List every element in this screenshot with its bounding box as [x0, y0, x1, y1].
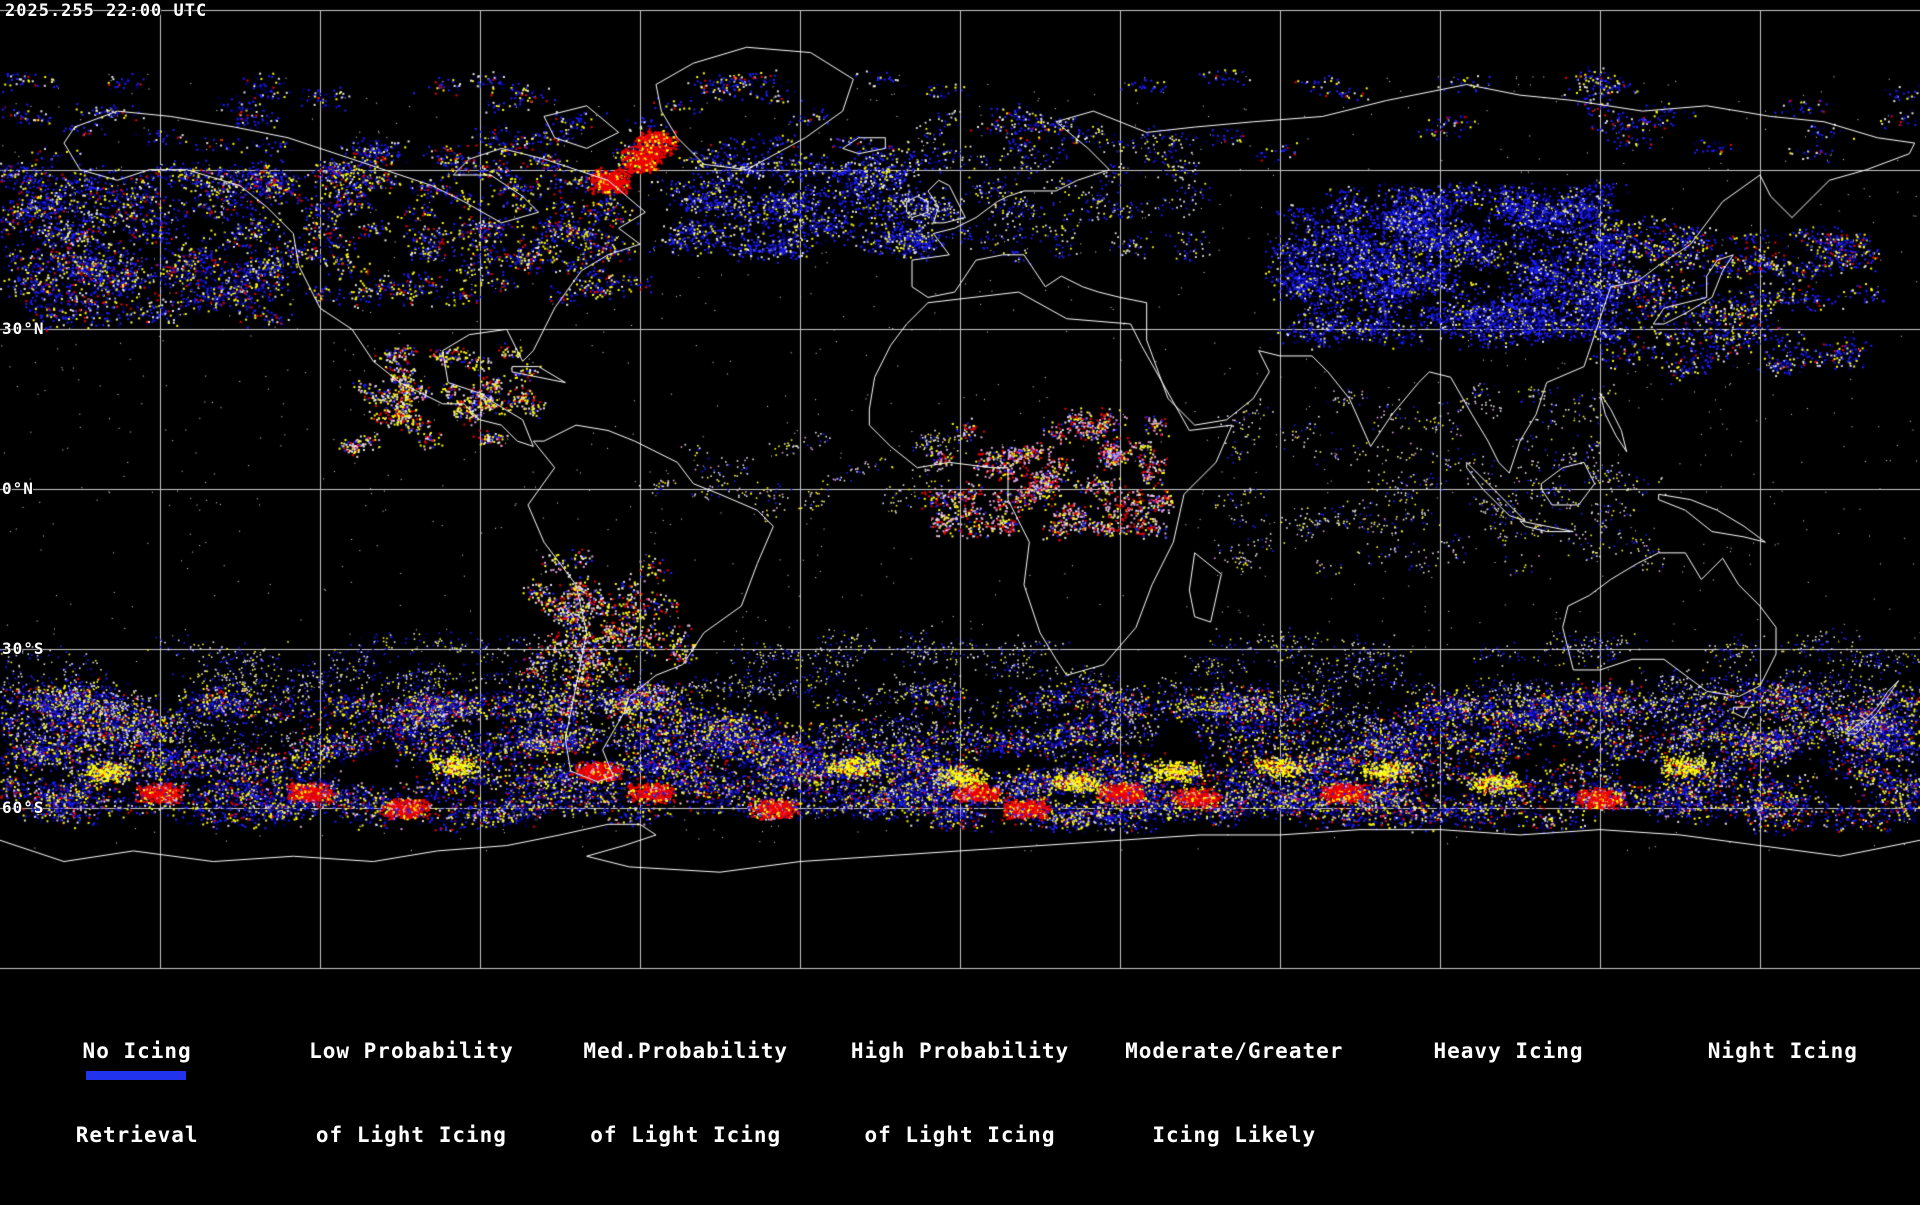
legend-label-line: of Light Icing: [864, 1123, 1056, 1147]
legend-label-line: Icing Likely: [1152, 1123, 1317, 1147]
legend-label-line: Moderate/Greater: [1125, 1039, 1344, 1063]
lat-label-30n: 30°N: [2, 319, 45, 339]
legend-label-moderate-greater: Moderate/Greater Icing Likely: [1125, 981, 1343, 1205]
legend-label-line: Heavy Icing: [1433, 1039, 1584, 1063]
legend-label-no-icing: No Icing Retrieval: [76, 981, 199, 1205]
legend-label-line: Low Probability: [309, 1039, 514, 1063]
legend-label-line: of Light Icing: [590, 1123, 782, 1147]
legend-label-line: of Light Icing: [315, 1123, 507, 1147]
legend-label-heavy-icing: Heavy Icing: [1434, 981, 1584, 1177]
legend-label-night-icing: Night Icing: [1708, 981, 1858, 1177]
legend-label-high-probability: High Probability of Light Icing: [851, 981, 1069, 1205]
world-map-canvas: [0, 0, 1920, 970]
legend-item-moderate-greater: Moderate/Greater Icing Likely: [1097, 970, 1371, 1147]
legend-label-low-probability: Low Probability of Light Icing: [309, 981, 514, 1205]
lat-label-60s: 60°S: [2, 798, 45, 818]
legend-item-heavy-icing: Heavy Icing: [1371, 970, 1645, 1080]
bottom-strip: [86, 1071, 186, 1080]
legend-item-low-probability: Low Probability of Light Icing: [274, 970, 548, 1147]
legend-label-line: No Icing: [82, 1039, 192, 1063]
legend-item-med-probability: Med.Probability of Light Icing: [549, 970, 823, 1147]
lat-label-30s: 30°S: [2, 638, 45, 658]
legend-label-med-probability: Med.Probability of Light Icing: [583, 981, 788, 1205]
legend-item-night-icing: Night Icing: [1646, 970, 1920, 1080]
legend-label-line: Night Icing: [1707, 1039, 1858, 1063]
legend-item-high-probability: High Probability of Light Icing: [823, 970, 1097, 1147]
satellite-icing-product: 2025.255 22:00 UTC 30°N 0°N 30°S 60°S No…: [0, 0, 1920, 1147]
legend-label-line: High Probability: [850, 1039, 1070, 1063]
lat-label-0n: 0°N: [2, 479, 34, 498]
legend: No Icing Retrieval Low Probability of Li…: [0, 970, 1920, 1147]
timestamp: 2025.255 22:00 UTC: [5, 1, 208, 21]
legend-label-line: Retrieval: [75, 1123, 199, 1147]
legend-item-no-icing: No Icing Retrieval: [0, 970, 274, 1147]
legend-label-line: Med.Probability: [583, 1039, 789, 1063]
